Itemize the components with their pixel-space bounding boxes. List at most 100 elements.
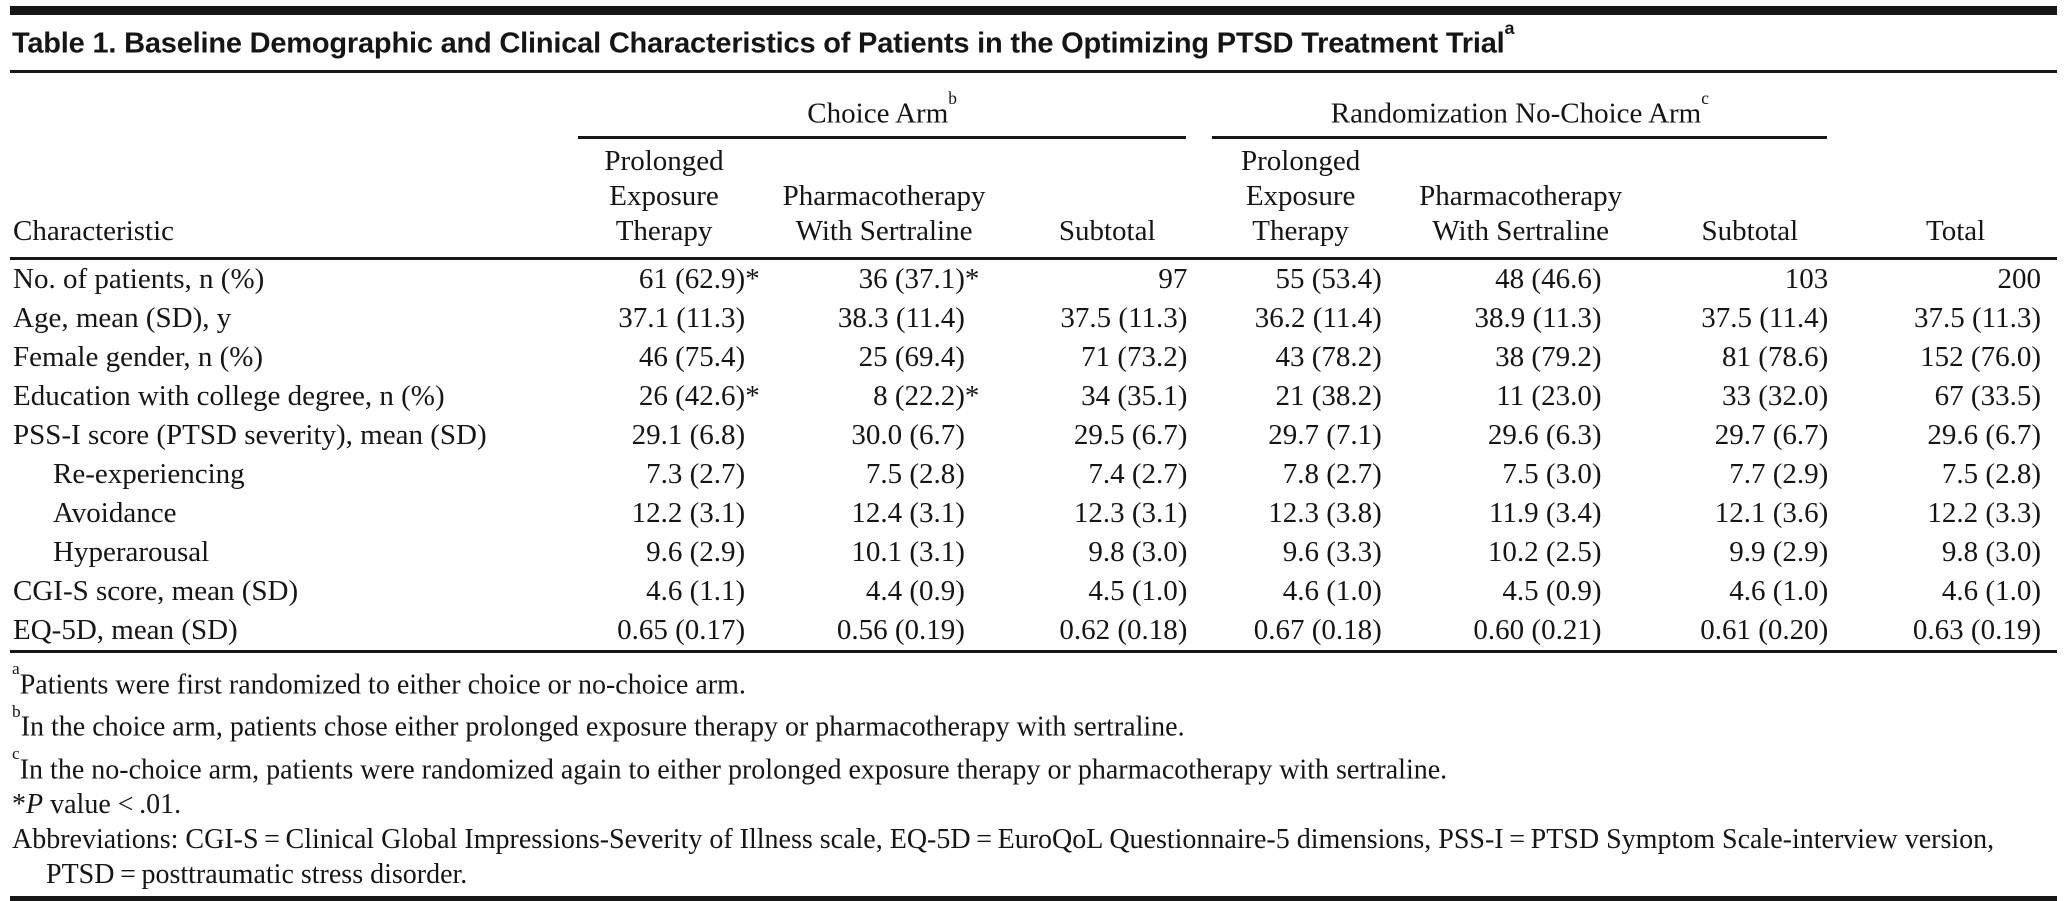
table-row: Female gender, n (%) 46 (75.4) 25 (69.4) 71…	[10, 338, 2057, 377]
data-cell: 8 (22.2)*	[873, 380, 980, 413]
data-cell: 0.62 (0.18)	[1008, 611, 1206, 654]
data-cell: 61 (62.9)*	[638, 263, 760, 296]
data-cell: 12.3 (3.1)	[1073, 497, 1188, 530]
data-cell: 7.4 (2.7)	[1088, 458, 1188, 491]
row-label: EQ-5D, mean (SD)	[10, 611, 569, 654]
data-cell: 71 (73.2)	[1081, 341, 1188, 374]
table-row: Education with college degree, n (%) 26 (…	[10, 377, 2057, 416]
data-cell: 0.56 (0.19)	[759, 611, 1009, 654]
column-header-row: Characteristic Prolonged Exposure Therap…	[10, 140, 2057, 261]
data-cell: 4.6 (1.0)	[1282, 575, 1382, 608]
data-cell: 55 (53.4)	[1275, 263, 1382, 296]
data-cell: 21 (38.2)	[1275, 380, 1382, 413]
data-cell: 4.5 (1.0)	[1088, 575, 1188, 608]
data-cell: 0.63 (0.19)	[1854, 611, 2057, 654]
data-cell: 0.67 (0.18)	[1205, 611, 1396, 654]
column-header-nochoice-pharmacotherapy: Pharmacotherapy With Sertraline	[1395, 140, 1646, 261]
group-footnote-marker: c	[1701, 87, 1709, 108]
bottom-rule	[10, 896, 2057, 901]
group-footnote-marker: b	[948, 87, 957, 108]
data-cell: 11.9 (3.4)	[1489, 497, 1602, 530]
data-cell: 29.6 (6.3)	[1487, 419, 1602, 452]
column-header-nochoice-pe-therapy: Prolonged Exposure Therapy	[1205, 140, 1396, 261]
footnote: Abbreviations: CGI-S = Clinical Global I…	[12, 824, 1995, 891]
data-cell: 7.7 (2.9)	[1729, 458, 1829, 491]
column-header-total: Total	[1854, 140, 2057, 261]
data-cell: 29.7 (6.7)	[1714, 419, 1829, 452]
data-cell: 7.5 (2.8)	[865, 458, 965, 491]
group-label: Randomization No-Choice Arm	[1330, 98, 1702, 131]
data-cell: 9.9 (2.9)	[1729, 536, 1829, 569]
data-cell: 33 (32.0)	[1721, 380, 1829, 413]
data-cell: 9.8 (3.0)	[1941, 536, 2041, 569]
data-cell: 37.1 (11.3)	[618, 302, 746, 335]
data-cell: 46 (75.4)	[638, 341, 746, 374]
table-title: Table 1. Baseline Demographic and Clinic…	[10, 15, 2057, 70]
data-cell: 29.6 (6.7)	[1927, 419, 2041, 452]
table-body: No. of patients, n (%) 61 (62.9)* 36 (37.1…	[10, 259, 2057, 654]
row-label: Education with college degree, n (%)	[13, 380, 445, 413]
data-cell: 9.6 (2.9)	[646, 536, 746, 569]
data-cell: 0.65 (0.17)	[568, 611, 760, 654]
data-cell: 97	[1158, 263, 1188, 296]
footnote-marker: c	[12, 744, 20, 764]
data-cell: 12.2 (3.1)	[631, 497, 746, 530]
cell-value: 26 (42.6)	[638, 380, 746, 413]
table-row: Hyperarousal 9.6 (2.9) 10.1 (3.1) 9.8 (3.0)…	[10, 533, 2057, 572]
footnote: *P value < .01.	[12, 789, 182, 821]
data-cell: 4.6 (1.1)	[646, 575, 746, 608]
data-cell: 12.1 (3.6)	[1714, 497, 1829, 530]
characteristics-table: Choice Armb Randomization No-Choice Armc…	[10, 73, 2057, 654]
cell-value: 8 (22.2)	[873, 380, 965, 413]
group-header-row: Choice Armb Randomization No-Choice Armc	[10, 73, 2057, 140]
data-cell: 4.4 (0.9)	[865, 575, 965, 608]
data-cell: 7.8 (2.7)	[1282, 458, 1382, 491]
data-cell: 103	[1784, 263, 1829, 296]
data-cell: 4.5 (0.9)	[1502, 575, 1602, 608]
row-label: Avoidance	[53, 497, 177, 530]
title-rule	[10, 70, 2057, 74]
corner-cell	[1854, 73, 2057, 140]
data-cell: 7.5 (3.0)	[1502, 458, 1602, 491]
table-row: PSS-I score (PTSD severity), mean (SD) 29…	[10, 416, 2057, 455]
data-cell: 81 (78.6)	[1721, 341, 1829, 374]
data-cell: 0.60 (0.21)	[1395, 611, 1646, 654]
top-rule	[10, 6, 2057, 15]
data-cell: 0.61 (0.20)	[1645, 611, 1855, 654]
table-row: No. of patients, n (%) 61 (62.9)* 36 (37.1…	[10, 259, 2057, 300]
row-label: Hyperarousal	[53, 536, 210, 569]
row-label: Female gender, n (%)	[13, 341, 264, 374]
data-cell: 37.5 (11.3)	[1914, 302, 2041, 335]
data-cell: 67 (33.5)	[1934, 380, 2041, 413]
footnote-marker: b	[12, 701, 21, 721]
table-row: Avoidance 12.2 (3.1) 12.4 (3.1) 12.3 (3.1) 1…	[10, 494, 2057, 533]
data-cell: 38.3 (11.4)	[837, 302, 965, 335]
footnote: cIn the no-choice arm, patients were ran…	[12, 744, 1448, 786]
data-cell: 4.6 (1.0)	[1729, 575, 1829, 608]
table-figure: Table 1. Baseline Demographic and Clinic…	[0, 6, 2067, 901]
row-label: Age, mean (SD), y	[13, 302, 232, 335]
data-cell: 10.1 (3.1)	[851, 536, 965, 569]
table-title-footnote-marker: a	[1504, 17, 1515, 38]
footnotes: aPatients were first randomized to eithe…	[10, 653, 2057, 892]
cell-value: 61 (62.9)	[638, 263, 746, 296]
data-cell: 200	[1997, 263, 2042, 296]
data-cell: 12.4 (3.1)	[851, 497, 965, 530]
data-cell: 48 (46.6)	[1495, 263, 1602, 296]
column-header-characteristic: Characteristic	[10, 140, 569, 261]
data-cell: 9.8 (3.0)	[1088, 536, 1188, 569]
data-cell: 9.6 (3.3)	[1282, 536, 1382, 569]
data-cell: 36.2 (11.4)	[1254, 302, 1382, 335]
data-cell: 37.5 (11.4)	[1701, 302, 1829, 335]
group-header-no-choice-arm-label: Randomization No-Choice Armc	[1212, 87, 1828, 140]
data-cell: 4.6 (1.0)	[1941, 575, 2041, 608]
row-label: Re-experiencing	[53, 458, 245, 491]
data-cell: 38.9 (11.3)	[1474, 302, 1602, 335]
data-cell: 11 (23.0)	[1496, 380, 1602, 413]
data-cell: 29.1 (6.8)	[631, 419, 746, 452]
cell-value: 36 (37.1)	[858, 263, 965, 296]
group-header-no-choice-arm: Randomization No-Choice Armc	[1205, 73, 1854, 140]
data-cell: 29.5 (6.7)	[1073, 419, 1188, 452]
corner-cell	[10, 73, 569, 140]
table-row: EQ-5D, mean (SD) 0.65 (0.17) 0.56 (0.19) 0.…	[10, 611, 2057, 654]
